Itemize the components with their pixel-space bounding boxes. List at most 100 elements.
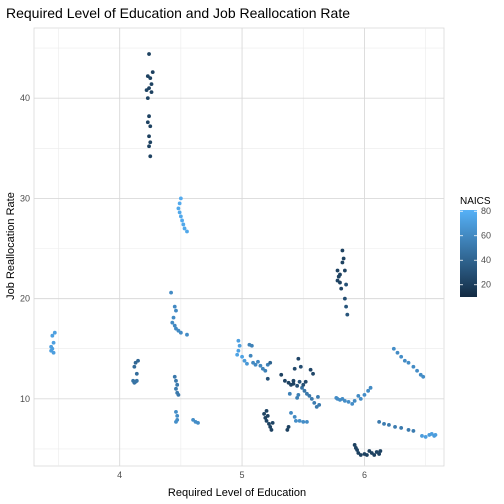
data-point bbox=[236, 338, 241, 343]
data-point bbox=[237, 343, 242, 348]
data-point bbox=[421, 374, 426, 379]
data-point bbox=[312, 400, 317, 405]
x-axis-ticks: 4 5 6 bbox=[117, 470, 367, 480]
data-point bbox=[264, 418, 269, 423]
data-point bbox=[309, 396, 314, 401]
data-point bbox=[136, 358, 140, 363]
data-point bbox=[174, 419, 178, 424]
data-point bbox=[387, 423, 391, 427]
data-point bbox=[245, 361, 249, 366]
data-point bbox=[377, 452, 382, 456]
data-point bbox=[352, 443, 357, 447]
data-point bbox=[176, 206, 181, 211]
data-point bbox=[297, 379, 302, 384]
data-point bbox=[411, 429, 416, 433]
data-point bbox=[174, 409, 178, 414]
data-point bbox=[368, 385, 373, 390]
data-point bbox=[174, 386, 178, 391]
data-point bbox=[377, 419, 382, 424]
data-point bbox=[342, 296, 347, 301]
data-point bbox=[236, 348, 241, 353]
data-point bbox=[358, 453, 363, 457]
data-point bbox=[402, 358, 407, 363]
data-point bbox=[145, 120, 150, 125]
data-point bbox=[196, 421, 200, 425]
data-point bbox=[356, 393, 361, 398]
data-point bbox=[399, 426, 404, 430]
data-point bbox=[292, 414, 297, 419]
y-axis-title: Job Reallocation Rate bbox=[5, 192, 17, 300]
data-point bbox=[286, 425, 291, 429]
data-point bbox=[185, 332, 189, 337]
y-tick-label: 40 bbox=[20, 93, 30, 103]
data-point bbox=[291, 381, 296, 386]
data-point bbox=[341, 256, 346, 261]
data-point bbox=[265, 376, 270, 381]
data-point bbox=[170, 320, 175, 325]
data-point bbox=[350, 401, 355, 406]
data-point bbox=[340, 248, 345, 253]
data-point bbox=[52, 330, 57, 335]
y-tick-label: 30 bbox=[20, 193, 30, 203]
x-axis-title: Required Level of Education bbox=[168, 487, 306, 499]
data-point bbox=[399, 354, 404, 359]
data-point bbox=[340, 260, 345, 265]
data-point bbox=[148, 140, 153, 145]
y-axis-ticks: 10 20 30 40 bbox=[20, 93, 30, 404]
data-point bbox=[178, 214, 183, 219]
data-point bbox=[289, 410, 293, 415]
data-point bbox=[294, 418, 298, 423]
data-point bbox=[308, 367, 313, 372]
data-point bbox=[302, 388, 307, 393]
data-point bbox=[148, 124, 153, 129]
data-point bbox=[268, 425, 273, 429]
data-point bbox=[147, 114, 151, 119]
data-point bbox=[311, 371, 315, 376]
data-point bbox=[295, 395, 300, 400]
data-point bbox=[185, 229, 189, 234]
data-point bbox=[253, 362, 258, 367]
data-point bbox=[355, 448, 360, 452]
data-point bbox=[51, 340, 56, 345]
data-point bbox=[411, 364, 416, 369]
data-point bbox=[169, 290, 173, 295]
data-point bbox=[175, 382, 180, 387]
legend-tick-label: 20 bbox=[481, 280, 491, 290]
data-point bbox=[291, 378, 296, 383]
data-point bbox=[342, 268, 347, 273]
data-point bbox=[296, 356, 301, 361]
data-point bbox=[268, 360, 273, 365]
data-point bbox=[144, 88, 149, 93]
data-point bbox=[362, 392, 367, 397]
data-point bbox=[338, 272, 342, 277]
data-point bbox=[433, 433, 438, 437]
data-point bbox=[296, 392, 301, 397]
data-point bbox=[317, 402, 322, 407]
data-point bbox=[242, 358, 247, 363]
data-point bbox=[298, 364, 303, 369]
legend-title: NAICS bbox=[460, 196, 491, 207]
data-point bbox=[301, 382, 306, 387]
data-point bbox=[265, 413, 270, 418]
x-tick-label: 4 bbox=[117, 470, 122, 480]
data-point bbox=[51, 350, 56, 355]
data-point bbox=[258, 363, 263, 368]
chart-title: Required Level of Education and Job Real… bbox=[6, 5, 350, 21]
data-point bbox=[300, 385, 304, 390]
data-point bbox=[297, 418, 302, 423]
data-point bbox=[175, 413, 180, 418]
data-point bbox=[391, 346, 396, 351]
data-point bbox=[295, 383, 300, 388]
data-point bbox=[148, 76, 153, 81]
legend-tick-label: 60 bbox=[481, 231, 491, 241]
data-point bbox=[49, 344, 54, 349]
data-point bbox=[344, 282, 348, 287]
data-point bbox=[269, 428, 274, 432]
data-point bbox=[176, 392, 181, 397]
data-point bbox=[177, 210, 182, 215]
data-point bbox=[148, 154, 153, 159]
data-point bbox=[346, 399, 351, 404]
data-point bbox=[339, 286, 344, 291]
data-point bbox=[172, 323, 177, 328]
data-point bbox=[395, 350, 400, 355]
